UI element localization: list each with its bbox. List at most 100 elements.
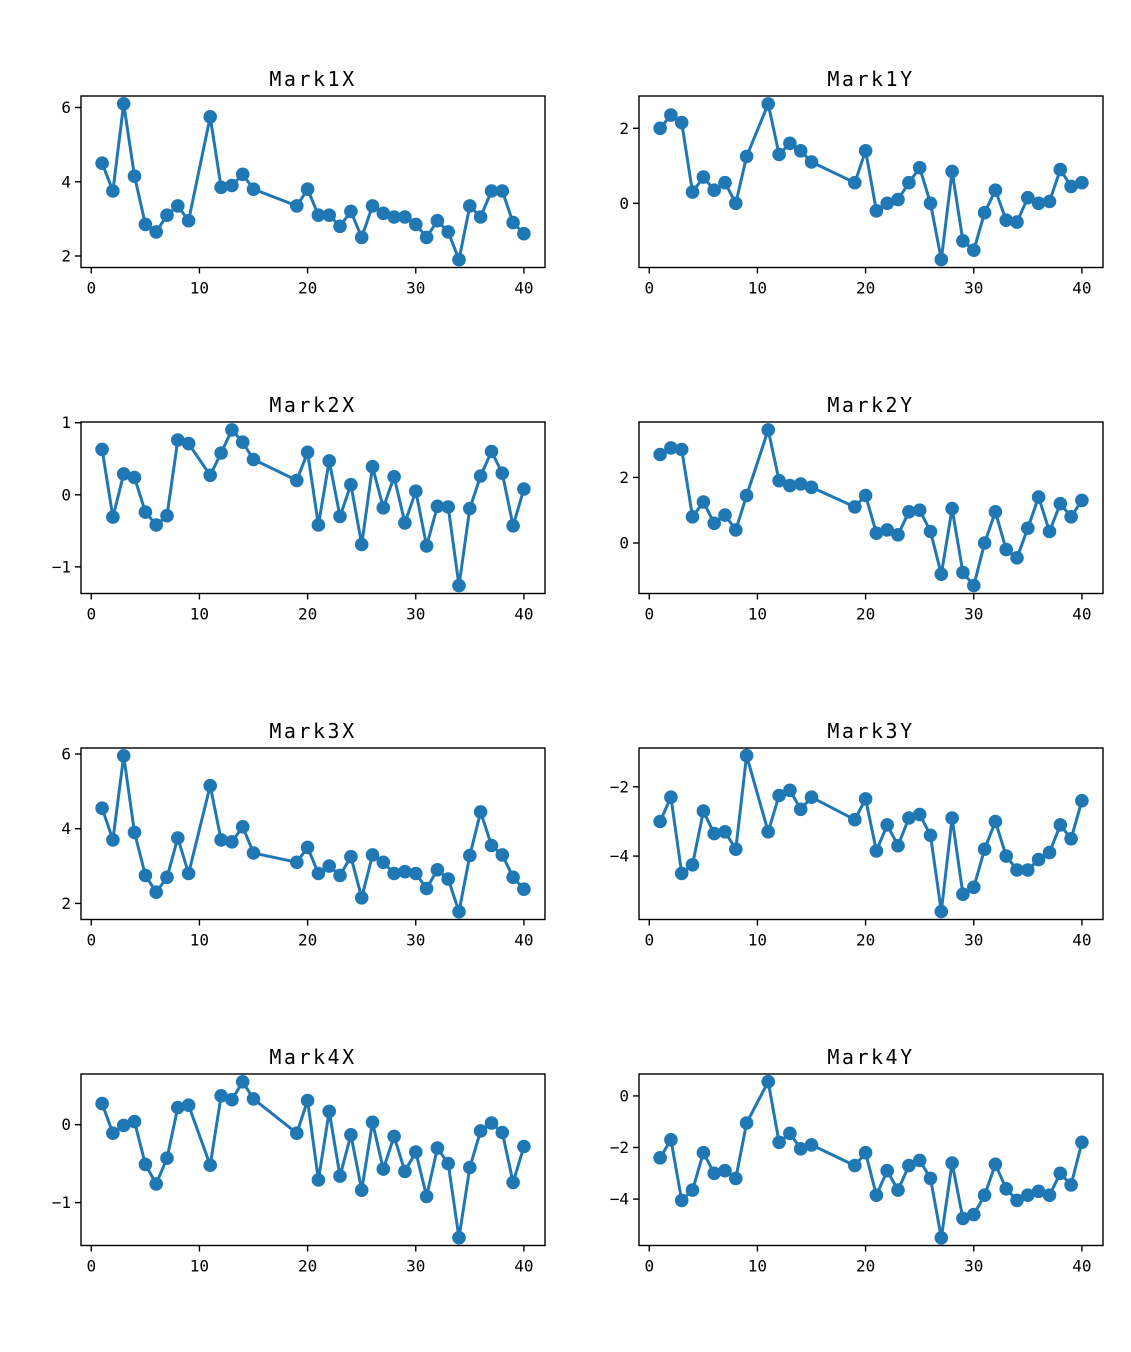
y-axis-tick-label: −1 (52, 1193, 71, 1212)
data-point-marker (718, 175, 732, 190)
data-point-marker (441, 500, 456, 514)
data-point-marker (495, 848, 510, 862)
data-point-marker (664, 790, 678, 804)
data-point-marker (203, 110, 217, 124)
x-axis-tick-label: 0 (86, 605, 96, 624)
data-point-marker (473, 469, 488, 483)
data-point-marker (354, 891, 369, 905)
data-point-marker (171, 831, 185, 845)
data-point-marker (409, 484, 423, 498)
data-point-marker (1021, 1188, 1035, 1202)
data-point-marker (848, 1158, 862, 1173)
data-point-marker (1053, 1166, 1068, 1181)
axes-border (80, 95, 546, 269)
y-axis-tick-label: 0 (61, 485, 71, 504)
data-point-marker (772, 1135, 786, 1150)
data-point-marker (674, 1193, 689, 1208)
subplot-mark3x: Mark3X 0 10 20 30 40 2 4 6 (10, 708, 570, 970)
data-point-marker (1064, 1178, 1078, 1192)
x-axis-tick-label: 40 (1072, 279, 1091, 298)
data-point-marker (988, 814, 1003, 829)
data-point-marker (1042, 845, 1057, 860)
data-point-marker (290, 855, 304, 870)
series-line (658, 1080, 1084, 1240)
axes-border (80, 1073, 546, 1247)
data-point-marker (793, 1142, 808, 1156)
data-point-marker (106, 184, 120, 198)
subplot-mark4y: Mark4Y 0 10 20 30 40 −4 −2 0 (568, 1034, 1128, 1296)
data-point-marker (772, 788, 786, 803)
data-point-marker (945, 501, 959, 516)
data-point-marker (300, 1093, 315, 1108)
data-point-marker (419, 1189, 434, 1204)
data-point-marker (967, 1207, 981, 1222)
data-point-marker (181, 213, 196, 228)
y-axis-tick-label: −1 (52, 557, 71, 576)
data-point-marker (891, 192, 905, 207)
data-point-marker (956, 565, 970, 580)
data-point-marker (290, 199, 304, 213)
x-axis-tick-label: 0 (644, 605, 654, 624)
data-point-marker (869, 1188, 884, 1202)
data-point-marker (419, 539, 434, 553)
data-point-marker (95, 801, 109, 815)
data-point-marker (311, 866, 326, 881)
data-point-marker (203, 468, 217, 483)
y-axis-tick-label: 0 (619, 1086, 629, 1105)
data-point-marker (739, 488, 754, 503)
data-point-marker (225, 178, 239, 193)
data-point-marker (354, 230, 369, 245)
data-point-marker (387, 470, 401, 484)
data-point-marker (977, 205, 992, 220)
data-point-marker (653, 121, 667, 136)
data-point-marker (506, 519, 520, 533)
mark1y-plot: Mark1Y 0 10 20 30 40 0 2 (619, 67, 1104, 298)
data-point-marker (967, 578, 981, 593)
data-point-marker (999, 1182, 1013, 1196)
x-axis-tick-label: 20 (298, 1257, 317, 1276)
data-point-marker (761, 825, 775, 839)
y-axis-tick-label: −2 (610, 777, 629, 796)
data-point-marker (761, 1074, 775, 1089)
data-point-marker (365, 848, 380, 862)
data-point-marker (1010, 863, 1024, 877)
x-axis-tick-label: 30 (406, 279, 425, 298)
data-point-marker (430, 1141, 445, 1155)
data-point-marker (354, 1183, 369, 1197)
data-point-marker (772, 147, 786, 162)
data-point-marker (484, 838, 499, 853)
axes-border (80, 421, 546, 595)
data-point-marker (793, 477, 808, 491)
data-point-marker (235, 1075, 250, 1089)
data-point-marker (171, 1100, 185, 1115)
subplot-mark3y: Mark3Y 0 10 20 30 40 −4 −2 (568, 708, 1128, 970)
data-point-marker (869, 204, 884, 218)
x-axis-tick-label: 0 (644, 931, 654, 950)
data-point-marker (430, 499, 445, 514)
data-point-marker (506, 1175, 520, 1190)
data-point-marker (977, 842, 992, 856)
data-point-marker (160, 870, 174, 885)
data-point-marker (116, 1118, 131, 1133)
x-axis-tick-label: 10 (190, 931, 209, 950)
data-point-marker (387, 866, 401, 881)
data-point-marker (95, 1096, 109, 1111)
x-axis-tick-label: 40 (1072, 605, 1091, 624)
x-axis-tick-label: 30 (406, 605, 425, 624)
data-point-marker (495, 466, 510, 480)
data-point-marker (977, 536, 992, 550)
data-point-marker (214, 446, 228, 460)
data-point-marker (923, 524, 938, 539)
data-point-marker (376, 501, 391, 515)
y-axis-tick-label: −4 (610, 1190, 629, 1209)
x-axis-tick-label: 30 (406, 931, 425, 950)
data-point-marker (783, 136, 797, 151)
data-point-marker (945, 811, 959, 825)
y-axis-tick-label: 4 (61, 172, 71, 191)
data-point-marker (880, 196, 894, 211)
axes-border (638, 421, 1104, 595)
x-axis-tick-label: 20 (856, 605, 875, 624)
x-axis-tick-label: 20 (856, 1257, 875, 1276)
data-point-marker (1010, 215, 1024, 229)
